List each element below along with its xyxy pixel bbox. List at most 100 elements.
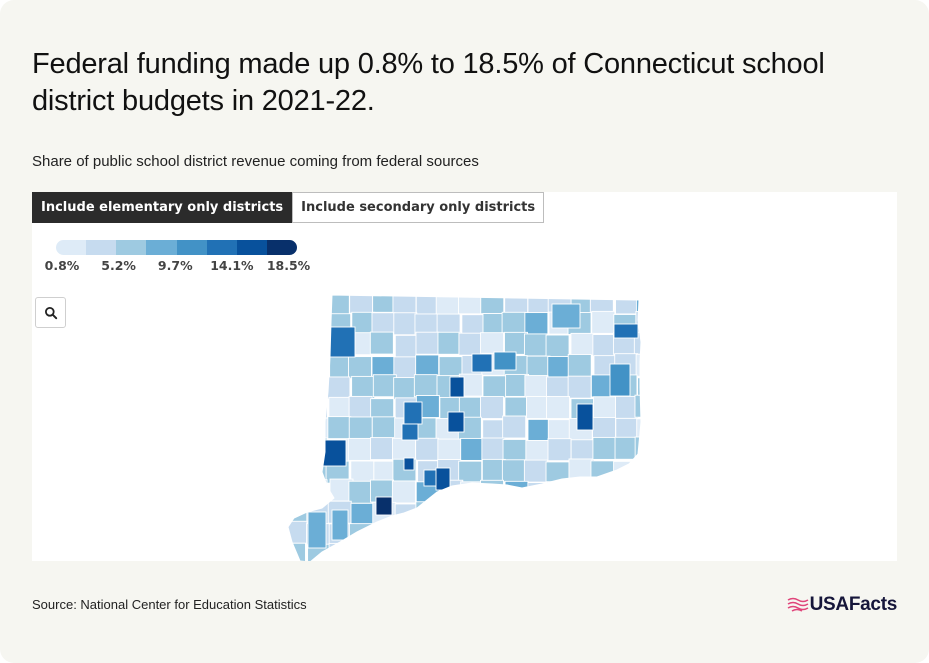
district-shape[interactable] [372,290,397,313]
district-shape[interactable] [371,542,396,561]
district-shape[interactable] [283,419,307,443]
district-shape[interactable] [285,458,309,482]
district-shape-highlight[interactable] [403,457,415,471]
district-shape[interactable] [286,397,310,421]
district-shape-highlight[interactable] [401,423,419,441]
district-shape[interactable] [305,310,330,334]
district-shape-highlight[interactable] [449,376,465,398]
tab-elementary-districts[interactable]: Include elementary only districts [32,192,293,223]
district-shape-highlight[interactable] [471,353,493,373]
district-shape[interactable] [505,520,530,544]
district-shape[interactable] [634,457,658,481]
district-shape[interactable] [526,521,551,544]
district-shape[interactable] [527,418,552,442]
district-shape[interactable] [286,332,310,356]
district-shape[interactable] [635,292,659,315]
district-shape[interactable] [393,377,418,401]
district-shape[interactable] [523,333,548,357]
district-shape[interactable] [569,499,594,523]
district-shape[interactable] [327,416,352,440]
district-shape[interactable] [393,356,418,380]
district-shape[interactable] [461,541,486,561]
district-shape[interactable] [546,376,570,400]
district-shape[interactable] [590,479,615,503]
district-shape[interactable] [283,437,307,460]
district-shape[interactable] [285,311,309,334]
district-shape[interactable] [527,292,552,315]
district-shape[interactable] [504,291,529,314]
district-shape-highlight[interactable] [403,401,423,425]
district-shape[interactable] [348,416,373,440]
district-shape[interactable] [348,480,373,504]
district-shape[interactable] [525,396,550,419]
district-shape-highlight[interactable] [435,467,451,491]
district-shape[interactable] [415,501,440,525]
district-shape[interactable] [614,436,639,460]
district-shape[interactable] [479,543,504,561]
district-shape[interactable] [349,291,374,314]
district-shape[interactable] [612,523,636,547]
district-shape[interactable] [305,374,330,398]
district-shape[interactable] [569,522,594,546]
district-shape[interactable] [545,334,570,358]
district-shape[interactable] [636,545,660,561]
district-shape[interactable] [634,481,658,505]
district-shape[interactable] [348,395,373,419]
district-shape[interactable] [523,459,548,483]
district-shape[interactable] [570,544,595,561]
district-shape[interactable] [461,521,486,545]
district-shape[interactable] [567,375,592,399]
district-shape[interactable] [548,523,573,547]
district-shape[interactable] [435,523,460,546]
district-shape[interactable] [525,440,550,463]
district-shape[interactable] [637,501,661,525]
zoom-button[interactable] [35,297,66,328]
district-shape[interactable] [393,524,418,547]
district-shape[interactable] [372,524,397,548]
district-shape-highlight[interactable] [447,411,465,433]
district-shape[interactable] [593,396,617,420]
district-shape[interactable] [633,331,657,355]
district-shape-highlight[interactable] [613,323,639,339]
district-shape[interactable] [415,354,440,378]
district-shape[interactable] [394,503,419,527]
district-shape[interactable] [284,292,308,315]
tab-secondary-districts[interactable]: Include secondary only districts [292,192,545,223]
district-shape-highlight[interactable] [375,496,393,516]
district-shape[interactable] [348,356,372,380]
district-shape[interactable] [504,480,529,504]
district-shape[interactable] [328,396,353,420]
district-shape-highlight[interactable] [331,509,349,541]
district-shape[interactable] [501,311,526,335]
district-shape[interactable] [592,417,616,440]
district-shape[interactable] [393,312,418,336]
district-shape[interactable] [589,544,614,561]
district-shape[interactable] [502,439,527,462]
district-shape[interactable] [591,310,616,334]
district-shape[interactable] [634,394,658,418]
district-shape[interactable] [347,437,372,461]
district-shape-highlight[interactable] [551,303,581,329]
district-shape[interactable] [391,542,416,561]
district-shape[interactable] [545,501,570,525]
district-shape[interactable] [524,375,549,399]
district-shape[interactable] [436,500,461,524]
district-shape[interactable] [305,354,330,377]
district-shape[interactable] [546,481,571,505]
district-shape[interactable] [371,416,396,440]
district-shape[interactable] [437,331,462,355]
district-shape[interactable] [460,481,485,505]
district-shape[interactable] [524,499,549,523]
district-shape[interactable] [633,521,657,545]
district-shape-highlight[interactable] [328,326,356,358]
district-shape[interactable] [501,459,526,483]
district-shape[interactable] [394,334,419,358]
district-shape[interactable] [480,500,505,524]
district-shape[interactable] [546,396,571,419]
district-shape[interactable] [392,437,416,461]
district-shape[interactable] [527,542,552,561]
district-shape-highlight[interactable] [307,511,327,549]
district-shape[interactable] [415,331,440,355]
district-shape[interactable] [413,374,438,398]
district-shape[interactable] [481,437,506,461]
